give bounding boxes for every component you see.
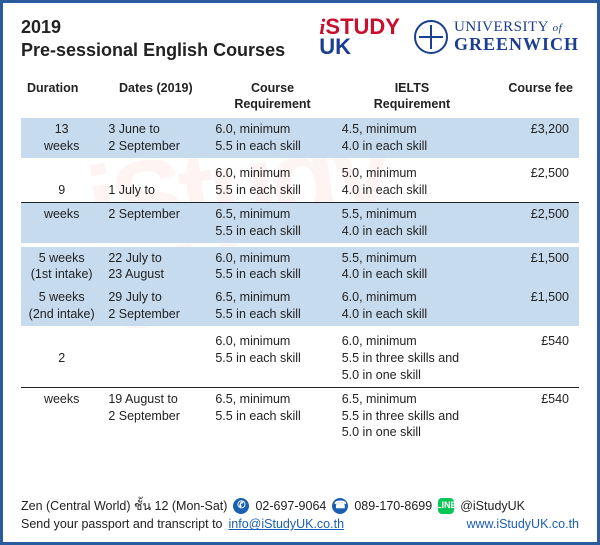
gw-univ: UNIVERSITY	[454, 19, 548, 35]
cell: 2 September	[102, 202, 209, 242]
col-fee: Course fee	[488, 77, 579, 118]
cell: 29 July to2 September	[102, 286, 209, 326]
courses-table: Duration Dates (2019) Course Requirement…	[21, 77, 579, 444]
table-row: 2 6.0, minimum5.5 in each skill6.0, minim…	[21, 330, 579, 387]
cell: 2	[21, 330, 102, 387]
cell: 6.0, minimum5.5 in each skill	[209, 247, 335, 287]
col-course-req: Course Requirement	[209, 77, 335, 118]
title-subtitle: Pre-sessional English Courses	[21, 40, 285, 61]
cell: 22 July to23 August	[102, 247, 209, 287]
footer-row-1: Zen (Central World) ชั้น 12 (Mon-Sat) ✆ …	[21, 497, 579, 516]
table-row: 13weeks3 June to2 September6.0, minimum5…	[21, 118, 579, 158]
cell: £2,500	[488, 202, 579, 242]
line-icon: LINE	[438, 498, 454, 514]
cell: 6.5, minimum5.5 in each skill	[209, 202, 335, 242]
col-dates: Dates (2019)	[102, 77, 209, 118]
title-year: 2019	[21, 17, 285, 38]
col-ielts: IELTS Requirement	[336, 77, 489, 118]
footer-location: Zen (Central World) ชั้น 12 (Mon-Sat)	[21, 497, 227, 516]
footer-email[interactable]: info@iStudyUK.co.th	[229, 515, 345, 534]
cell: 6.0, minimum5.5 in each skill	[209, 162, 335, 202]
gw-name: GREENWICH	[454, 35, 579, 53]
cell: £2,500	[488, 162, 579, 202]
footer-mobile: 089-170-8699	[354, 497, 432, 516]
logo-uk: UK	[319, 34, 351, 59]
cell: 5.5, minimum4.0 in each skill	[336, 247, 489, 287]
title-block: 2019 Pre-sessional English Courses	[21, 17, 285, 61]
cell: 9	[21, 162, 102, 202]
table-row: weeks2 September6.5, minimum5.5 in each …	[21, 202, 579, 242]
footer: Zen (Central World) ชั้น 12 (Mon-Sat) ✆ …	[21, 497, 579, 535]
phone-icon: ✆	[233, 498, 249, 514]
footer-web[interactable]: www.iStudyUK.co.th	[466, 515, 579, 534]
table-body: 13weeks3 June to2 September6.0, minimum5…	[21, 118, 579, 444]
cell: weeks	[21, 202, 102, 242]
cell: £1,500	[488, 247, 579, 287]
cell: £540	[488, 330, 579, 387]
cell: 4.5, minimum4.0 in each skill	[336, 118, 489, 158]
cell: 5 weeks(2nd intake)	[21, 286, 102, 326]
cell: 3 June to2 September	[102, 118, 209, 158]
cell: 6.0, minimum4.0 in each skill	[336, 286, 489, 326]
greenwich-text: UNIVERSITY of GREENWICH	[454, 20, 579, 53]
cell: weeks	[21, 387, 102, 444]
cell: 5.0, minimum4.0 in each skill	[336, 162, 489, 202]
cell: 6.0, minimum5.5 in three skills and5.0 i…	[336, 330, 489, 387]
greenwich-logo: UNIVERSITY of GREENWICH	[414, 20, 579, 54]
istudy-logo: iSTUDY UK	[319, 17, 400, 57]
header: 2019 Pre-sessional English Courses iSTUD…	[21, 17, 579, 61]
footer-phone: 02-697-9064	[255, 497, 326, 516]
cell: £540	[488, 387, 579, 444]
cell: 6.5, minimum5.5 in three skills and5.0 i…	[336, 387, 489, 444]
cell: 6.5, minimum5.5 in each skill	[209, 387, 335, 444]
cell: 19 August to2 September	[102, 387, 209, 444]
cell: 5.5, minimum4.0 in each skill	[336, 202, 489, 242]
footer-line: @iStudyUK	[460, 497, 525, 516]
cell	[102, 330, 209, 387]
compass-icon	[414, 20, 448, 54]
cell: 6.5, minimum5.5 in each skill	[209, 286, 335, 326]
cell: 1 July to	[102, 162, 209, 202]
cell: 6.0, minimum5.5 in each skill	[209, 330, 335, 387]
footer-send: Send your passport and transcript to	[21, 515, 223, 534]
table-row: weeks19 August to2 September6.5, minimum…	[21, 387, 579, 444]
footer-row-2: Send your passport and transcript to inf…	[21, 515, 579, 534]
table-header-row: Duration Dates (2019) Course Requirement…	[21, 77, 579, 118]
logos: iSTUDY UK UNIVERSITY of GREENWICH	[319, 17, 579, 57]
table-row: 91 July to6.0, minimum5.5 in each skill5…	[21, 162, 579, 202]
page-frame: iStudyUK 2019 Pre-sessional English Cour…	[0, 0, 600, 545]
cell: £3,200	[488, 118, 579, 158]
mobile-icon: ☎	[332, 498, 348, 514]
gw-of: of	[553, 22, 563, 34]
cell: 5 weeks(1st intake)	[21, 247, 102, 287]
cell: 13weeks	[21, 118, 102, 158]
col-duration: Duration	[21, 77, 102, 118]
table-row: 5 weeks(1st intake)22 July to23 August6.…	[21, 247, 579, 287]
cell: 6.0, minimum5.5 in each skill	[209, 118, 335, 158]
table-row: 5 weeks(2nd intake)29 July to2 September…	[21, 286, 579, 326]
cell: £1,500	[488, 286, 579, 326]
